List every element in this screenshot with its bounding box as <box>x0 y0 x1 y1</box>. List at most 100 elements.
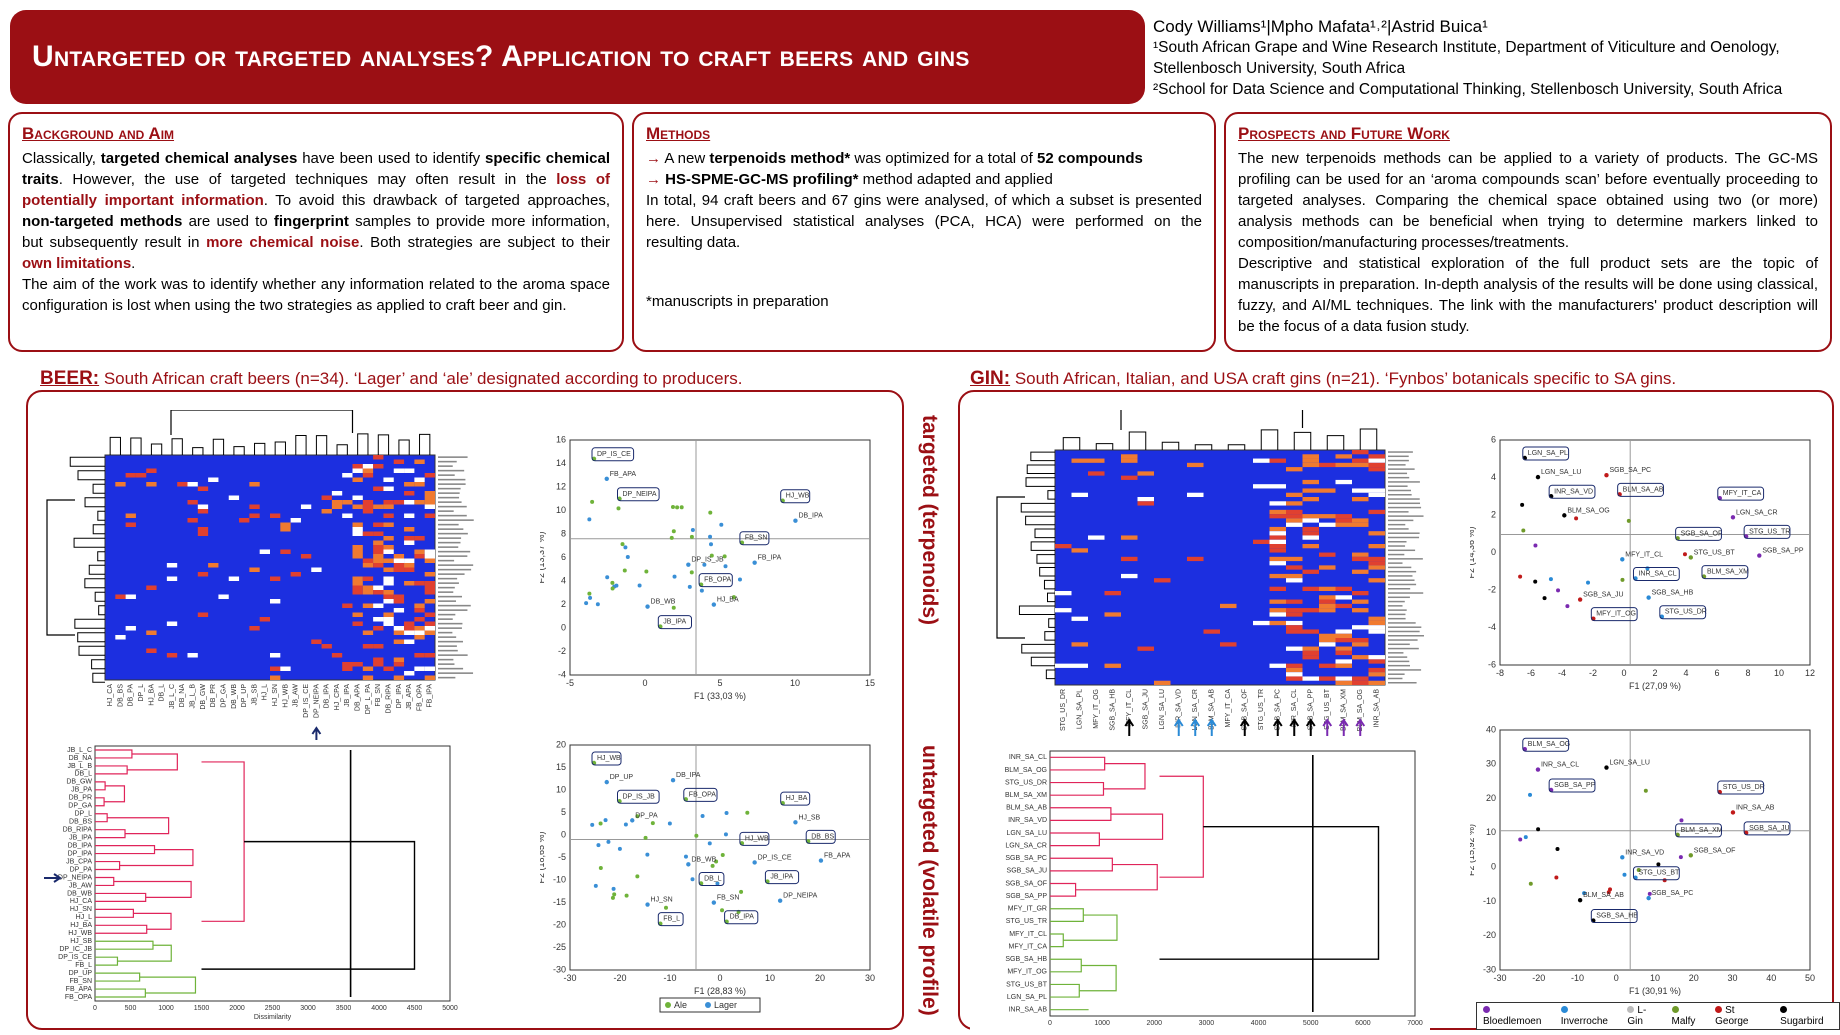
pca-point <box>1620 855 1625 860</box>
pca-point <box>723 564 728 569</box>
compound-label-stub <box>1388 545 1406 547</box>
pca-y-tick: -2 <box>558 646 566 656</box>
heatmap-cell <box>362 675 374 680</box>
heatmap-cell <box>352 522 363 527</box>
pca-x-tick: 12 <box>1805 668 1815 678</box>
pca-y-label: F2 (14,36 %) <box>1470 526 1476 578</box>
compound-label-stub <box>438 645 457 647</box>
heatmap-cell <box>414 500 425 505</box>
dendrogram-branch <box>139 976 197 994</box>
heatmap-cell <box>115 594 126 599</box>
pca-point-label: SGB_SA_JU <box>1749 825 1789 832</box>
gin-legend-item: L-Gin <box>1627 1005 1661 1027</box>
compound-label-stub <box>1388 647 1419 650</box>
heatmap-cell <box>208 477 219 482</box>
dendrogram-branch <box>95 797 105 807</box>
heatmap-cell <box>1286 629 1303 634</box>
heatmap-cell <box>1071 663 1088 668</box>
heatmap-cell <box>383 576 394 581</box>
heatmap-column-label: DP_IS_CE <box>303 684 310 718</box>
heatmap-cell <box>228 576 240 581</box>
heatmap-cell <box>1187 492 1204 497</box>
compound-label-stub <box>1388 682 1417 684</box>
heatmap-cell <box>228 495 240 500</box>
heatmap-cell <box>208 563 219 568</box>
heatmap-cell <box>393 639 405 644</box>
row-dendrogram-branch <box>84 497 105 508</box>
heatmap-cell <box>1220 603 1237 609</box>
compound-label-stub <box>438 519 474 521</box>
pca-point-label: LGN_SA_LU <box>1609 760 1649 767</box>
heatmap-column-label: LGN_SA_CR <box>1192 689 1199 731</box>
pca-group-box <box>1675 526 1722 541</box>
row-dendrogram-branch <box>1043 579 1055 590</box>
column-dendrogram-branch <box>109 436 121 455</box>
pca-point <box>587 517 592 522</box>
heatmap-cell <box>1302 544 1319 549</box>
heatmap-cell <box>393 599 405 604</box>
heatmap-cell <box>1335 462 1352 468</box>
pca-point <box>1536 827 1541 832</box>
pca-point-label: DB_IPA <box>676 772 701 779</box>
pca-point <box>1688 555 1694 560</box>
heatmap-cell <box>383 594 394 599</box>
pca-point <box>645 852 650 857</box>
heatmap-cell <box>362 464 374 469</box>
heatmap-cell <box>362 504 374 509</box>
heatmap-cell <box>393 630 405 635</box>
heatmap-cell <box>1352 591 1369 596</box>
pca-x-tick: 40 <box>1766 973 1776 983</box>
pca-group-box <box>1548 484 1596 499</box>
pca-point <box>708 534 713 539</box>
pca-point <box>635 874 640 879</box>
heatmap-cell <box>1055 663 1072 668</box>
heatmap-cell <box>1286 612 1303 617</box>
compound-label-stub <box>1388 519 1414 522</box>
pca-point-label: HJ_WB <box>786 493 810 500</box>
compound-label-stub <box>438 654 468 656</box>
heatmap-cell <box>383 612 394 617</box>
heatmap-cell <box>239 518 250 523</box>
compound-label-stub <box>438 591 454 593</box>
pca-point-label: BLM_SA_OG <box>1567 507 1609 514</box>
heatmap-cell <box>362 630 374 635</box>
heatmap-cell <box>300 554 312 559</box>
heatmap-cell <box>146 648 157 653</box>
pca-point <box>1622 872 1627 877</box>
heatmap-cell <box>1368 667 1385 673</box>
column-dendrogram-branch <box>336 444 348 455</box>
heatmap-cell <box>259 617 270 622</box>
heatmap-cell <box>1286 492 1303 497</box>
compound-label-stub <box>438 667 464 670</box>
heatmap-cell <box>373 540 384 545</box>
pca-point-label: FB_OPA <box>704 577 731 584</box>
beer-section-title: BEER: South African craft beers (n=34). … <box>40 368 743 389</box>
legend-dot-icon <box>1780 1006 1788 1013</box>
pca-frame <box>1499 729 1811 971</box>
dendrogram-tick: 1000 <box>158 1005 174 1012</box>
heatmap-cell <box>404 500 415 505</box>
heatmap-cell <box>373 545 384 550</box>
heatmap-cell <box>1203 629 1220 634</box>
pca-point-label: SGB_SA_PP <box>1554 782 1596 789</box>
heatmap-cell <box>383 522 394 527</box>
pca-point <box>588 595 593 600</box>
heatmap-cell <box>1302 488 1319 493</box>
compound-label-stub <box>1388 664 1411 667</box>
heatmap-column-label: STG_US_TR <box>1258 689 1265 730</box>
heatmap-column-label: DB_GW <box>200 684 207 710</box>
heatmap-cell <box>290 518 301 523</box>
pca-point-label: INR_SA_VD <box>1554 488 1593 495</box>
heatmap-cell <box>197 486 209 491</box>
dendrogram-leaf-label: FB_L <box>75 962 92 969</box>
pca-point <box>777 898 783 903</box>
pca-point <box>595 602 600 607</box>
dendrogram-leaf-label: HJ_CA <box>70 898 93 905</box>
dendrogram-tick: 5000 <box>442 1005 458 1012</box>
heatmap-cell <box>1269 501 1286 506</box>
dendrogram-branch <box>95 749 133 759</box>
heatmap-cell <box>383 486 394 491</box>
compound-label-stub <box>1388 485 1408 487</box>
pca-point <box>587 591 592 596</box>
pca-x-tick: -4 <box>1558 668 1566 678</box>
